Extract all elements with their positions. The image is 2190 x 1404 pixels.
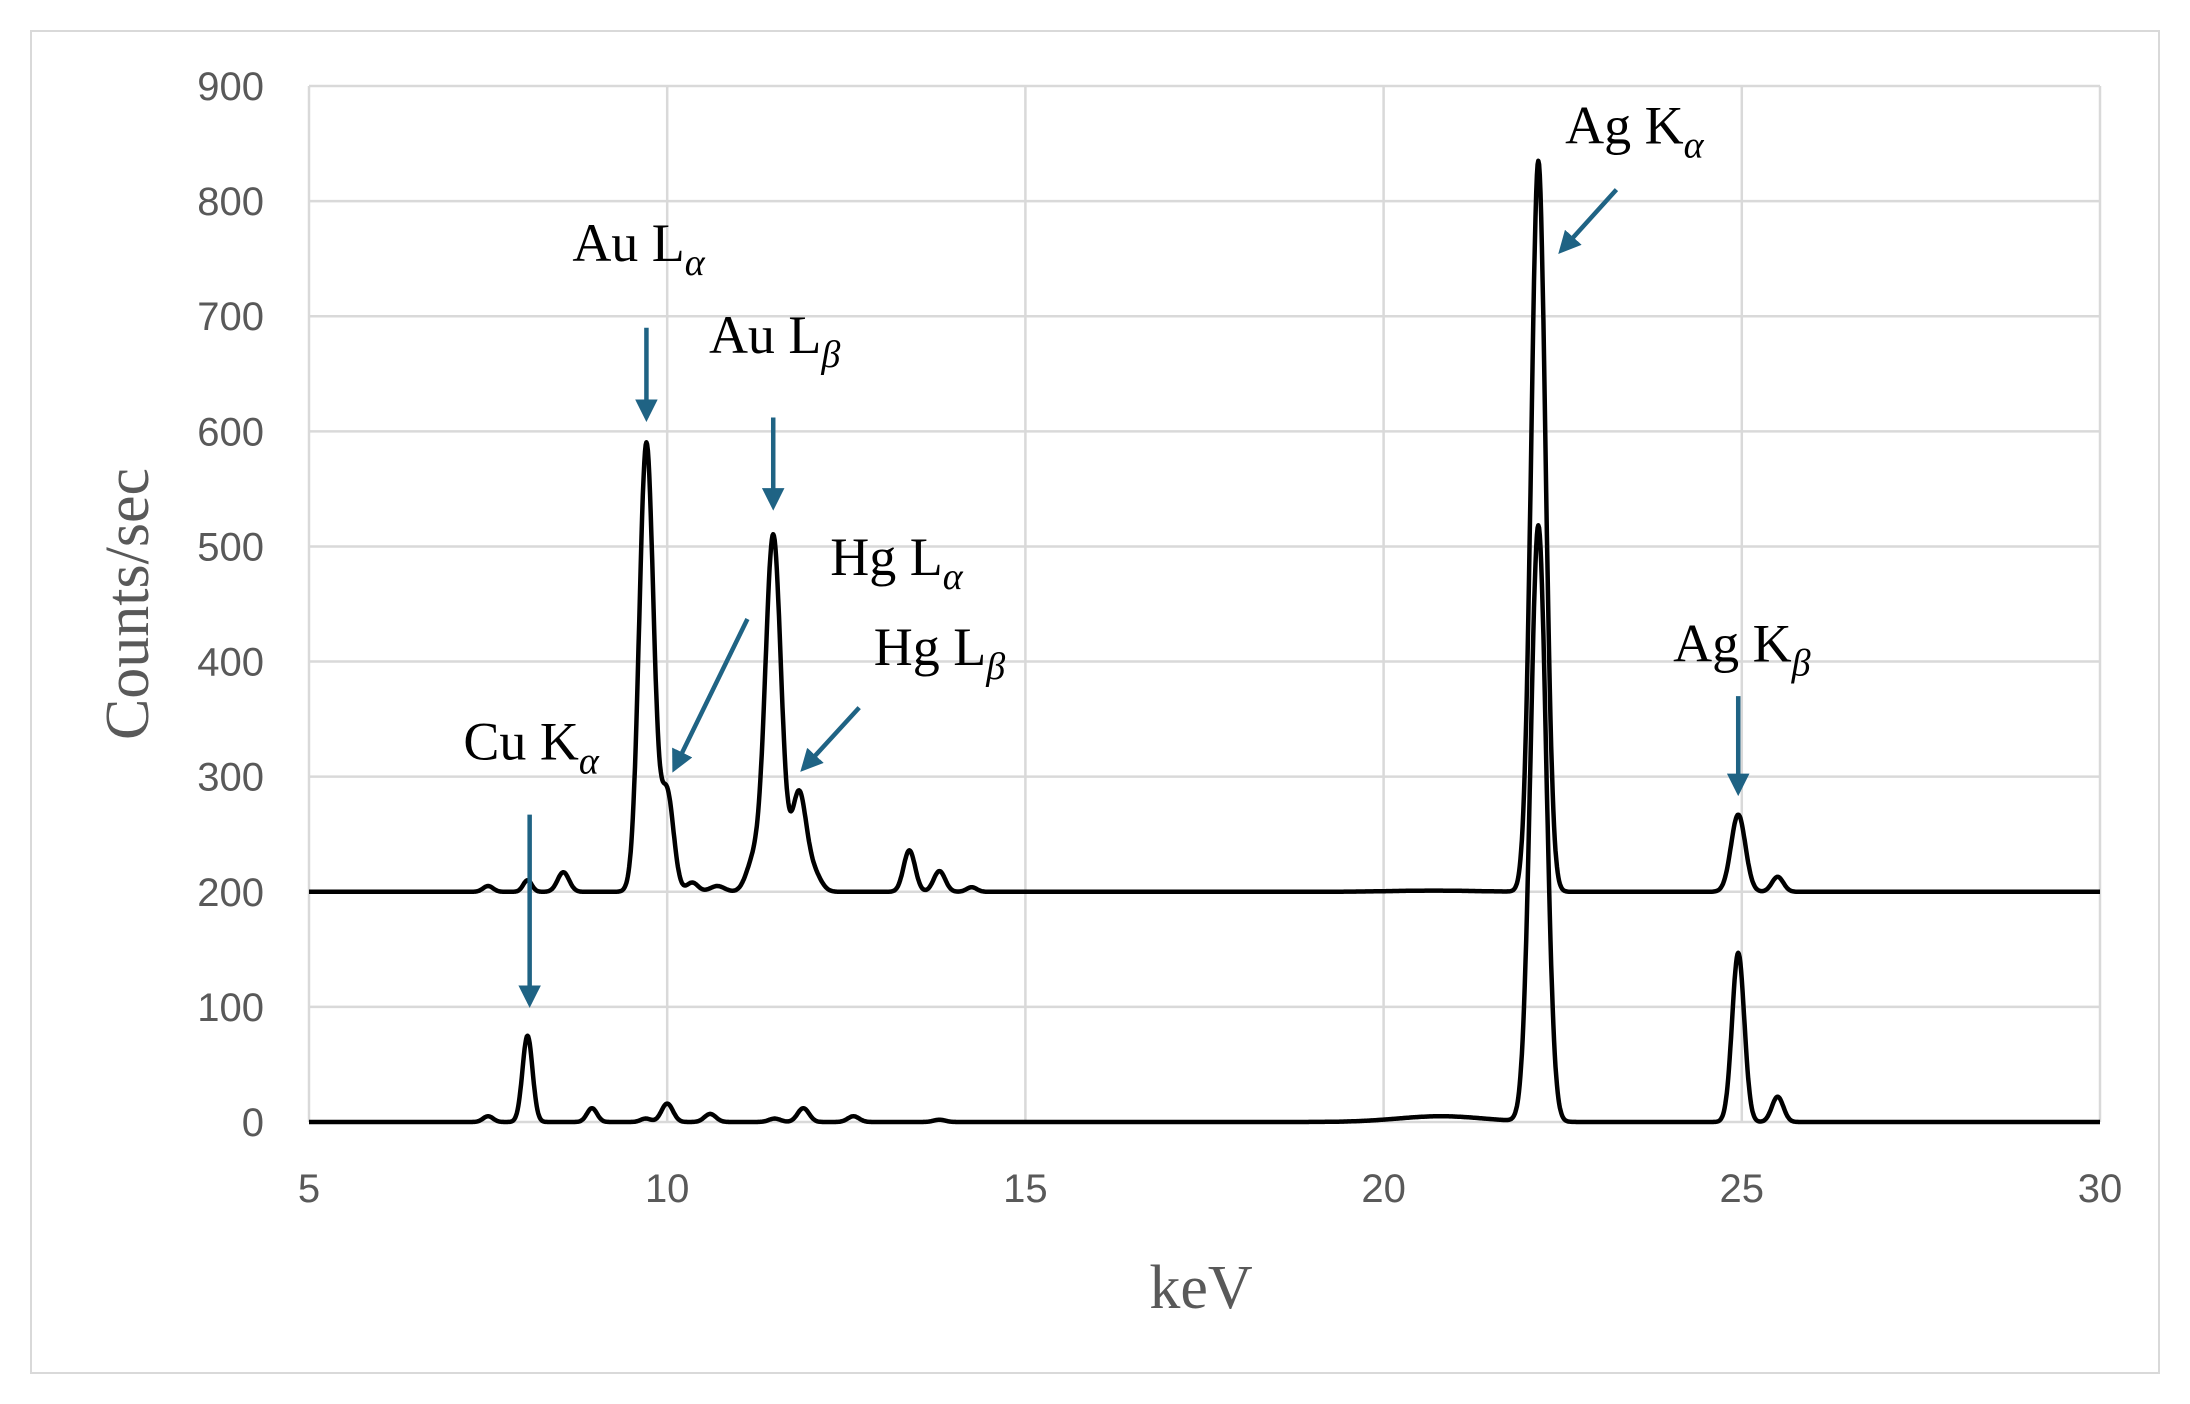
spectrum-series: [307, 158, 2102, 1125]
y-tick-label-100: 100: [197, 986, 264, 1030]
label-au-l-alpha: Au Lα: [572, 213, 705, 284]
y-tick-label-300: 300: [197, 756, 264, 800]
y-tick-label-600: 600: [197, 410, 264, 454]
x-tick-label-20: 20: [1361, 1167, 1406, 1211]
x-tick-label-15: 15: [1003, 1167, 1048, 1211]
label-au-l-beta: Au Lβ: [709, 305, 840, 376]
y-tick-label-400: 400: [197, 641, 264, 685]
spectrum-line-1: [307, 158, 2102, 895]
x-tick-label-10: 10: [645, 1167, 690, 1211]
x-tick-label-30: 30: [2078, 1167, 2123, 1211]
y-tick-label-800: 800: [197, 180, 264, 224]
figure-frame: [30, 30, 2160, 1374]
x-tick-label-5: 5: [298, 1167, 320, 1211]
y-axis-title: Counts/sec: [94, 468, 162, 740]
tick-labels: 0 100 200 300 400 500 600 700 800 900 5 10 15 20 25 30: [197, 65, 2122, 1211]
spectrum-line-2: [307, 523, 2102, 1125]
y-tick-label-0: 0: [242, 1101, 264, 1145]
label-hg-l-beta: Hg Lβ: [874, 617, 1005, 688]
y-tick-label-500: 500: [197, 525, 264, 569]
y-tick-label-200: 200: [197, 871, 264, 915]
arrow-ag-k-alpha: [1558, 188, 1619, 254]
x-axis-title: keV: [1149, 1254, 1253, 1322]
y-tick-label-700: 700: [197, 295, 264, 339]
x-tick-label-25: 25: [1720, 1167, 1765, 1211]
label-cu-k-alpha: Cu Kα: [463, 711, 600, 782]
arrow-hg-l-beta: [800, 706, 861, 772]
arrow-hg-l-alpha: [672, 617, 750, 773]
y-tick-label-900: 900: [197, 65, 264, 109]
label-ag-k-alpha: Ag Kα: [1565, 96, 1705, 167]
label-ag-k-beta: Ag Kβ: [1673, 614, 1811, 685]
label-hg-l-alpha: Hg Lα: [830, 527, 963, 598]
